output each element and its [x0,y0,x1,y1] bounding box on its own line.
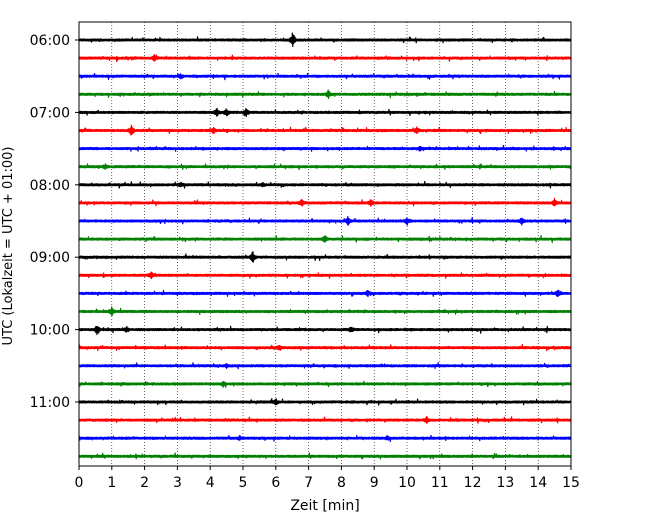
seismic-traces [78,32,572,460]
trace-0600 [78,32,572,48]
x-tick-label-3: 3 [173,475,182,491]
trace-0930 [78,289,572,298]
trace-0815 [78,197,572,207]
trace-1100 [78,398,572,406]
x-tick-label-12: 12 [464,475,482,491]
trace-0615 [78,54,572,62]
trace-1030 [78,362,572,370]
x-tick-label-9: 9 [370,475,379,491]
trace-0715 [78,124,572,136]
x-tick-label-7: 7 [304,475,313,491]
trace-0915 [78,271,572,280]
y-axis-ticks: 06:00 07:00 08:00 09:00 10:00 11:00 [30,33,79,411]
trace-0730 [78,144,572,152]
trace-0830 [78,215,572,226]
x-tick-label-6: 6 [271,475,280,491]
trace-0845 [78,234,572,244]
vertical-gridlines [111,22,539,466]
x-tick-label-14: 14 [529,475,547,491]
x-tick-label-0: 0 [75,475,84,491]
trace-0645 [78,89,572,100]
x-axis-ticks: 0 1 2 3 4 5 6 7 8 9 10 11 12 13 14 15 [75,466,580,491]
trace-0630 [78,72,572,81]
trace-1000 [78,325,572,336]
trace-0700 [78,107,572,118]
y-tick-label-3: 09:00 [30,250,70,266]
x-tick-label-5: 5 [239,475,248,491]
x-tick-label-11: 11 [431,475,449,491]
trace-1115 [78,415,572,424]
y-tick-label-4: 10:00 [30,323,70,339]
trace-1015 [78,343,572,352]
x-axis-label: Zeit [min] [290,498,359,514]
trace-1145 [78,452,572,460]
trace-0800 [78,180,572,189]
x-tick-label-1: 1 [107,475,116,491]
trace-0745 [78,163,572,171]
y-tick-label-2: 08:00 [30,178,70,194]
trace-1045 [78,380,572,388]
y-axis-label: UTC (Lokalzeit = UTC + 01:00) [1,147,16,346]
x-tick-label-10: 10 [398,475,416,491]
x-tick-label-13: 13 [496,475,514,491]
x-tick-label-15: 15 [562,475,580,491]
y-tick-label-0: 06:00 [30,33,70,49]
x-tick-label-2: 2 [140,475,149,491]
y-tick-label-1: 07:00 [30,105,70,121]
trace-0900 [78,251,572,263]
x-tick-label-8: 8 [337,475,346,491]
plot-frame [78,21,572,467]
trace-1130 [78,434,572,443]
x-tick-label-4: 4 [206,475,215,491]
trace-0945 [78,306,572,317]
y-tick-label-5: 11:00 [30,395,70,411]
